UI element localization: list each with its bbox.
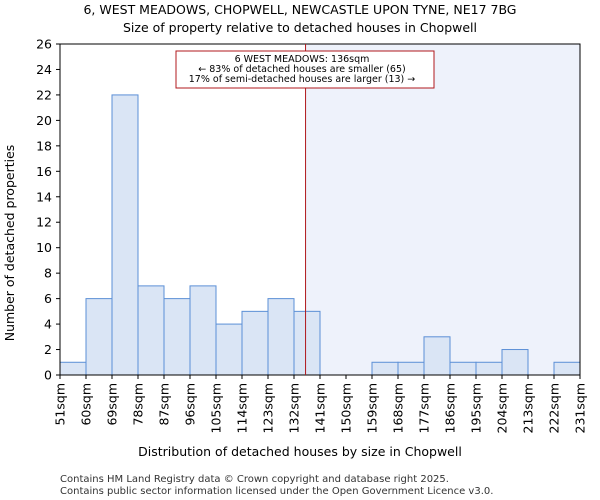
annotation-line-3: 17% of semi-detached houses are larger (… [189,74,416,85]
x-tick-label: 132sqm [287,383,302,433]
footer-line-1: Contains HM Land Registry data © Crown c… [60,474,449,485]
x-tick-label: 114sqm [235,383,250,433]
y-tick-label: 6 [44,291,52,306]
bar-69sqm [111,94,139,376]
bar-132sqm [293,310,321,376]
chart-title: 6, WEST MEADOWS, CHOPWELL, NEWCASTLE UPO… [83,2,516,17]
annotation-border [175,50,435,89]
bar-222sqm [553,361,581,376]
x-tick-label: 123sqm [261,383,276,433]
x-tick-label: 51sqm [53,383,68,426]
x-tick-label: 105sqm [209,383,224,433]
x-tick-label: 204sqm [495,383,510,433]
x-tick-label: 186sqm [443,383,458,433]
x-tick-label: 168sqm [391,383,406,433]
x-tick-label: 213sqm [521,383,536,433]
y-tick-label: 4 [44,317,52,332]
x-tick-label: 231sqm [573,383,588,433]
bar-87sqm [163,298,191,376]
footer-line-2: Contains public sector information licen… [60,486,493,497]
bar-114sqm [241,310,269,376]
x-axis-label: Distribution of detached houses by size … [138,444,462,459]
bar-195sqm [475,361,503,376]
bar-123sqm [267,298,295,376]
x-tick-label: 69sqm [105,383,120,426]
bar-60sqm [85,298,113,376]
x-tick-label: 159sqm [365,383,380,433]
y-tick-label: 26 [36,37,52,52]
x-tick-label: 150sqm [339,383,354,433]
bar-96sqm [189,285,217,376]
y-tick-label: 22 [36,87,52,102]
bar-159sqm [371,361,399,376]
bar-78sqm [137,285,165,376]
x-tick-label: 96sqm [183,383,198,426]
x-tick-label: 195sqm [469,383,484,433]
x-tick-label: 222sqm [547,383,562,433]
y-tick-label: 14 [36,189,52,204]
bar-177sqm [423,336,451,376]
y-tick-label: 16 [36,164,52,179]
y-tick-label: 12 [36,215,52,230]
annotation-line-1: 6 WEST MEADOWS: 136sqm [235,54,370,65]
y-tick-label: 10 [36,240,52,255]
annotation-line-2: ← 83% of detached houses are smaller (65… [198,64,405,75]
y-tick-label: 8 [44,266,52,281]
larger-region-shade [305,44,580,375]
y-axis-label: Number of detached properties [2,145,17,342]
y-tick-label: 18 [36,138,52,153]
x-tick-label: 60sqm [79,383,94,426]
x-tick-label: 141sqm [313,383,328,433]
x-tick-label: 87sqm [157,383,172,426]
bar-51sqm [59,361,87,376]
bar-105sqm [215,323,243,376]
y-tick-label: 24 [36,62,52,77]
bars-layer [59,94,581,376]
y-tick-label: 0 [44,368,52,383]
annotation-box: 6 WEST MEADOWS: 136sqm ← 83% of detached… [175,50,435,89]
y-tick-label: 2 [44,342,52,357]
bar-204sqm [501,349,529,376]
chart-subtitle: Size of property relative to detached ho… [123,20,477,35]
x-tick-label: 177sqm [417,383,432,433]
x-axis: 51sqm 60sqm 69sqm 78sqm 87sqm 96sqm 105sqm 114s… [53,375,588,433]
bar-168sqm [397,361,425,376]
bar-186sqm [449,361,477,376]
y-tick-label: 20 [36,113,52,128]
x-tick-label: 78sqm [131,383,146,426]
